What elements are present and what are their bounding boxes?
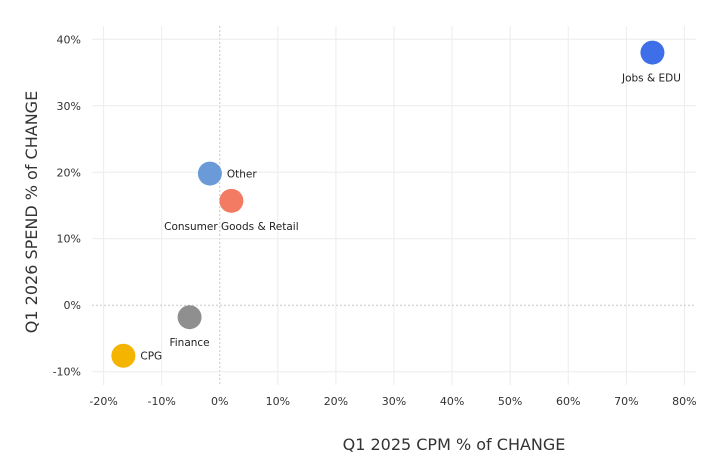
y-tick-label: 40% <box>57 33 81 46</box>
data-point <box>219 188 244 213</box>
x-axis-title: Q1 2025 CPM % of CHANGE <box>343 435 566 454</box>
x-tick-label: 0% <box>211 395 228 408</box>
x-tick-label: 30% <box>382 395 406 408</box>
x-tick-label: 80% <box>672 395 696 408</box>
data-point-label: Other <box>227 169 257 181</box>
x-tick-label: 40% <box>440 395 464 408</box>
data-point-label: Consumer Goods & Retail <box>164 221 299 233</box>
x-tick-label: 50% <box>498 395 522 408</box>
y-tick-label: 10% <box>57 233 81 246</box>
y-tick-label: 30% <box>57 100 81 113</box>
data-points: Jobs & EDU Other Consumer Goods & Retail Fi… <box>111 40 681 368</box>
x-tick-label: 10% <box>266 395 290 408</box>
x-tick-label: -10% <box>147 395 175 408</box>
data-point-label: CPG <box>140 351 162 363</box>
data-point-label: Finance <box>169 337 209 349</box>
y-tick-label: 20% <box>57 166 81 179</box>
data-point <box>111 343 136 368</box>
x-axis-ticks: -20% -10% 0% 10% 20% 30% 40% 50% 60% 70% 80% <box>89 395 696 408</box>
data-point <box>197 161 222 186</box>
data-point-label: Jobs & EDU <box>621 73 681 85</box>
data-point <box>177 305 202 330</box>
y-tick-label: 0% <box>64 299 81 312</box>
x-tick-label: 70% <box>614 395 638 408</box>
grid-lines <box>92 26 696 385</box>
x-tick-label: 20% <box>324 395 348 408</box>
data-point <box>640 40 665 65</box>
x-tick-label: -20% <box>89 395 117 408</box>
x-tick-label: 60% <box>556 395 580 408</box>
y-axis-title: Q1 2026 SPEND % of CHANGE <box>22 91 41 333</box>
y-axis-ticks: -10% 0% 10% 20% 30% 40% <box>53 33 81 378</box>
y-tick-label: -10% <box>53 366 81 379</box>
